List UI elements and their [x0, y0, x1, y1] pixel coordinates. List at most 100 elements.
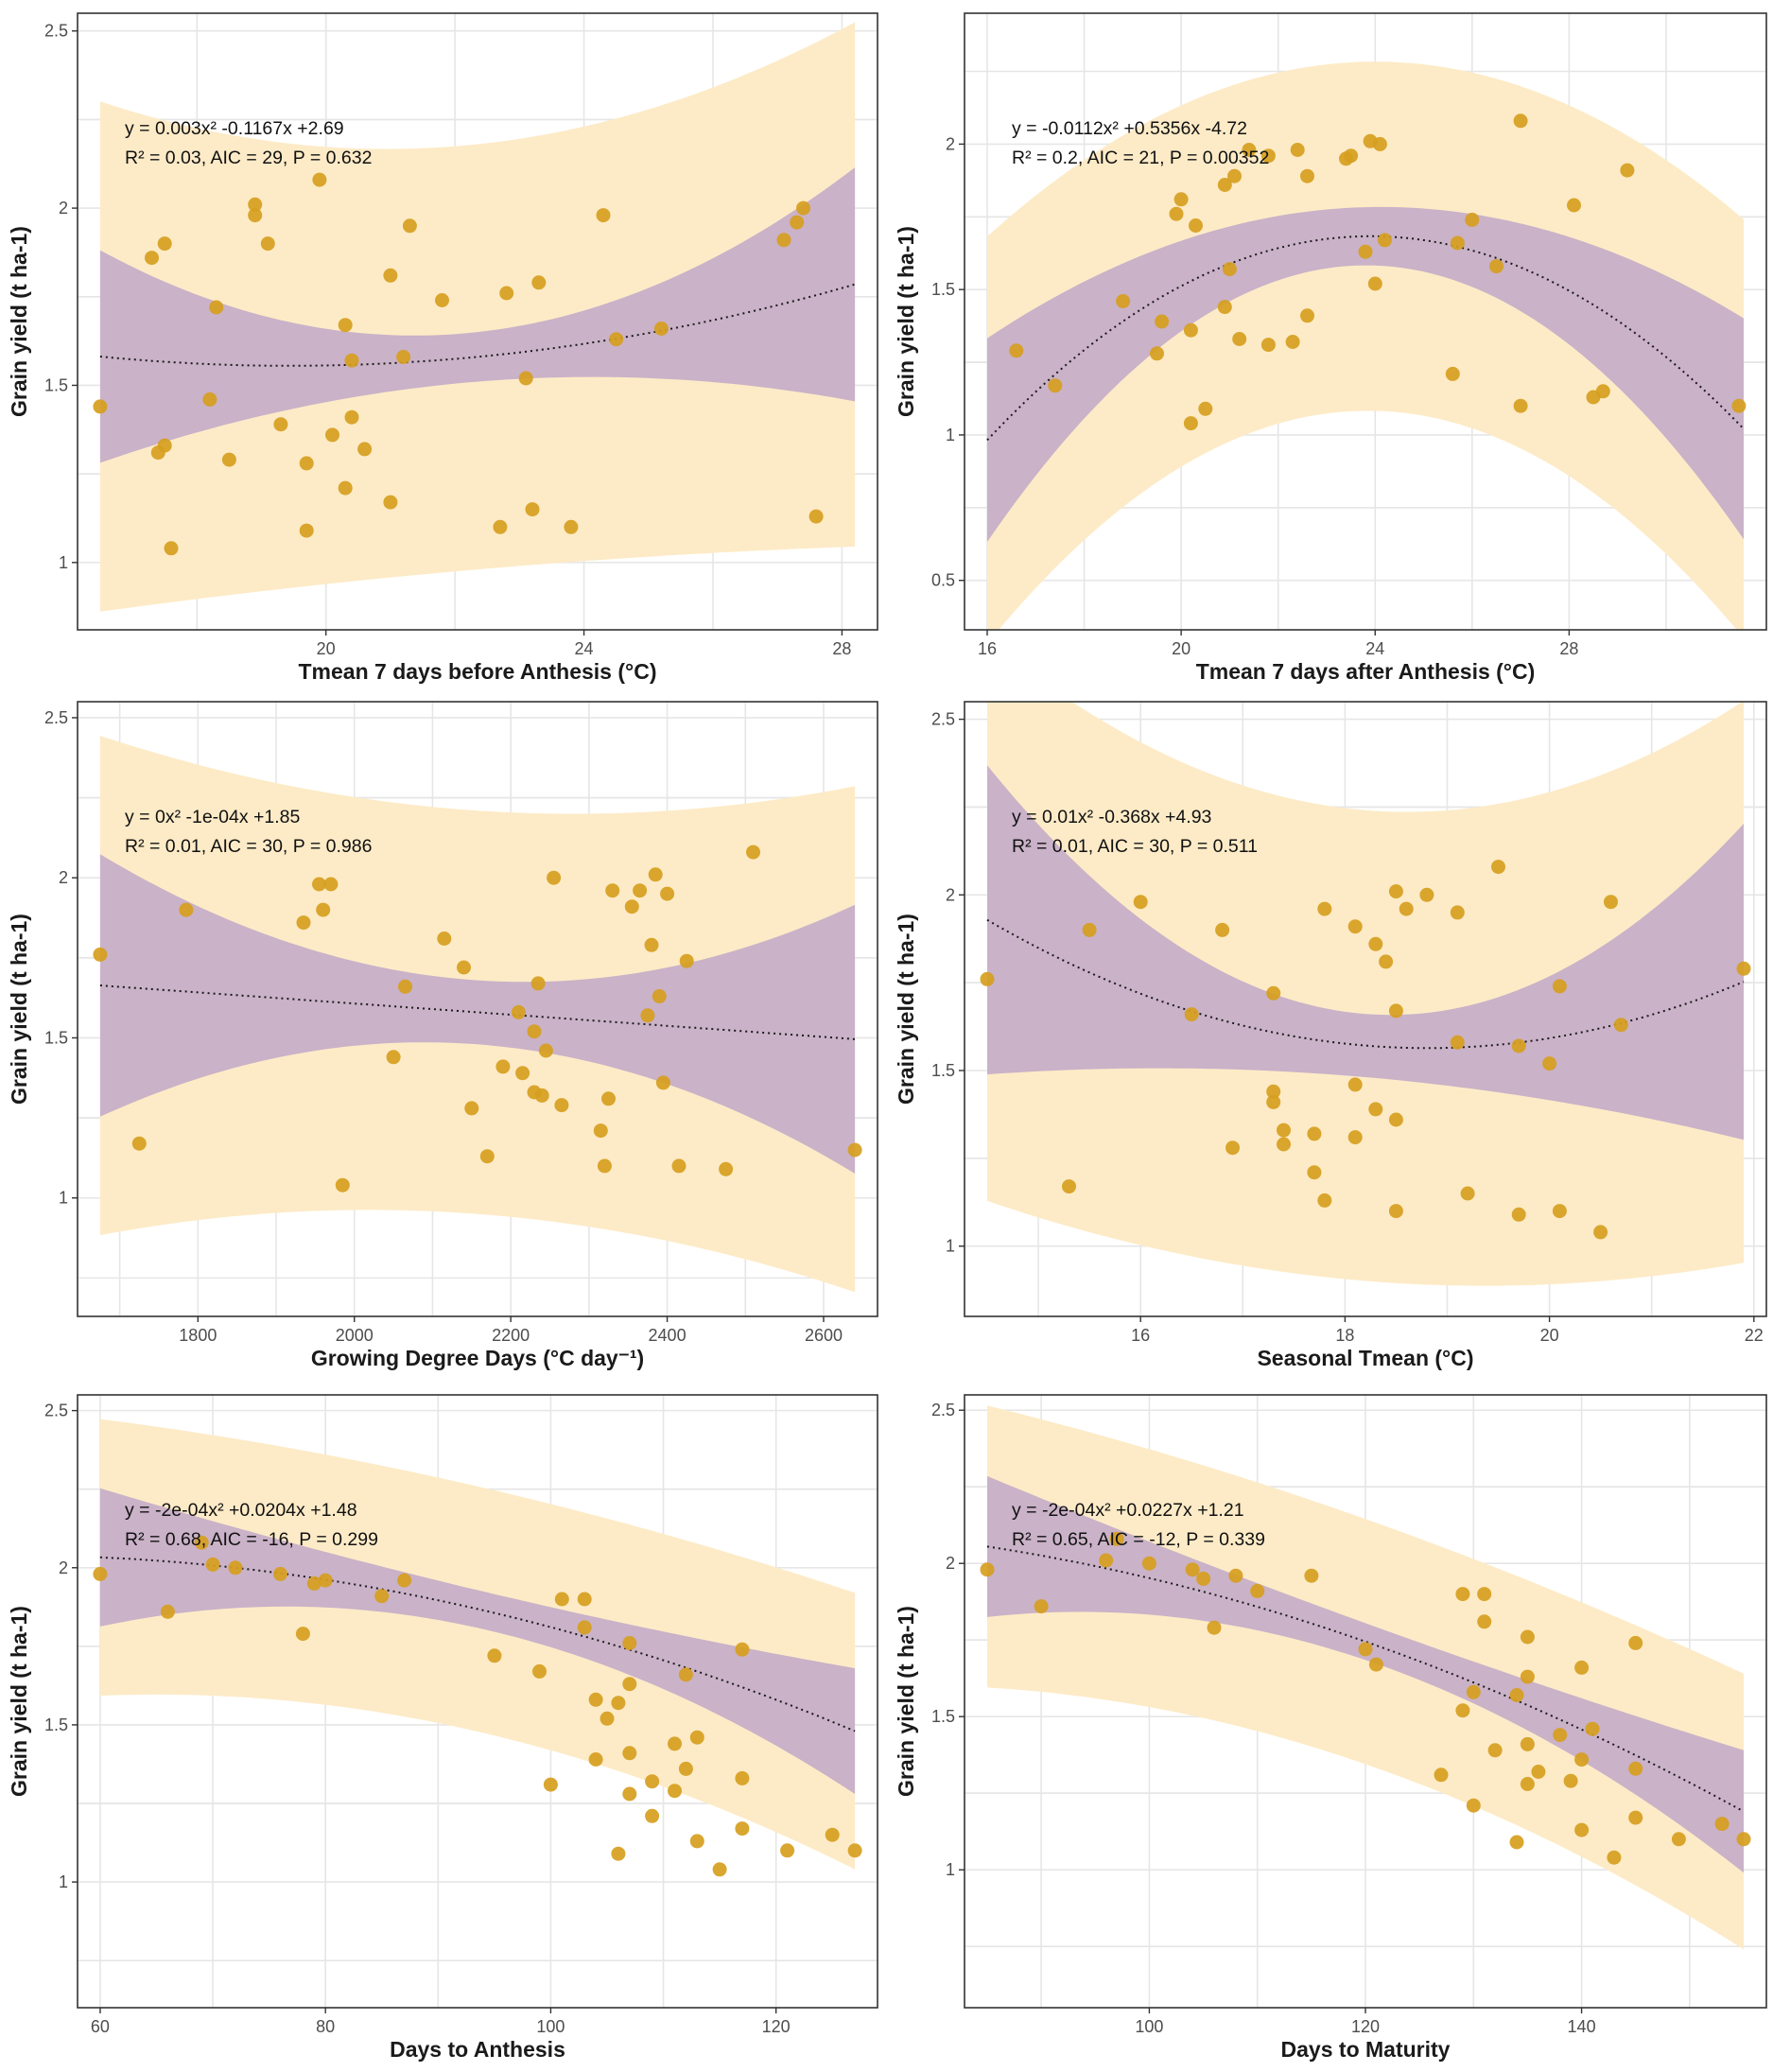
- data-point: [1513, 398, 1528, 413]
- x-tick-label: 140: [1568, 2017, 1596, 2036]
- data-point: [622, 1636, 637, 1650]
- band-group: [99, 22, 856, 612]
- data-point: [1563, 1773, 1578, 1788]
- y-tick-label: 2: [946, 134, 955, 153]
- data-point: [325, 427, 339, 443]
- data-point: [640, 1008, 655, 1023]
- data-point: [273, 1566, 287, 1581]
- data-point: [396, 350, 411, 364]
- data-point: [1585, 1721, 1600, 1736]
- y-tick-label: 1: [59, 1872, 68, 1891]
- y-tick-label: 2: [946, 1554, 955, 1573]
- x-tick-label: 2400: [649, 1326, 687, 1345]
- data-point: [1520, 1629, 1535, 1645]
- data-point: [1317, 1193, 1332, 1208]
- data-point: [1552, 979, 1567, 994]
- panel-growing-degree-days: y = 0x² -1e-04x +1.85 R² = 0.01, AIC = 30…: [7, 701, 878, 1370]
- points: [93, 844, 862, 1193]
- data-point: [1567, 198, 1581, 213]
- y-tick-label: 1.5: [44, 375, 68, 394]
- data-point: [622, 1786, 637, 1802]
- data-point: [338, 480, 353, 496]
- x-axis-title: Growing Degree Days (°C day⁻¹): [311, 1346, 644, 1370]
- data-point: [386, 1050, 401, 1065]
- data-point: [1450, 905, 1465, 920]
- data-point: [1227, 168, 1242, 183]
- y-tick-label: 0.5: [931, 571, 955, 590]
- x-axis-title: Days to Maturity: [1281, 2037, 1451, 2062]
- points: [980, 1531, 1751, 1865]
- data-point: [671, 1158, 687, 1174]
- data-point: [1542, 1056, 1557, 1071]
- data-point: [1450, 235, 1465, 251]
- data-point: [530, 976, 546, 991]
- data-point: [179, 902, 194, 917]
- data-point: [1613, 1018, 1628, 1033]
- x-tick-label: 100: [536, 2017, 565, 2036]
- data-point: [323, 877, 339, 892]
- data-point: [808, 509, 824, 524]
- data-point: [1183, 322, 1198, 338]
- data-point: [518, 371, 533, 386]
- data-point: [605, 883, 620, 898]
- panel-days-to-anthesis: y = -2e-04x² +0.0204x +1.48 R² = 0.68, AI…: [7, 1394, 878, 2062]
- data-point: [1198, 401, 1213, 416]
- data-point: [1388, 884, 1403, 899]
- data-point: [273, 417, 288, 432]
- data-point: [1242, 143, 1257, 157]
- data-point: [645, 1808, 660, 1823]
- data-point: [1378, 233, 1392, 248]
- data-point: [357, 442, 373, 457]
- data-point: [1574, 1822, 1590, 1837]
- data-point: [1368, 936, 1383, 951]
- data-point: [1466, 1684, 1481, 1699]
- y-axis-title: Grain yield (t ha-1): [7, 226, 31, 417]
- data-point: [487, 1648, 502, 1663]
- prediction-band: [99, 1419, 856, 1870]
- plot-frame: [964, 701, 1767, 1317]
- data-point: [825, 1827, 840, 1842]
- equation-label: y = -2e-04x² +0.0227x +1.21: [1012, 1500, 1244, 1521]
- panel-days-to-maturity: y = -2e-04x² +0.0227x +1.21 R² = 0.65, AI…: [894, 1394, 1767, 2062]
- plot-frame: [77, 701, 878, 1317]
- data-point: [511, 1004, 526, 1019]
- data-point: [1217, 178, 1232, 192]
- data-point: [1465, 212, 1480, 227]
- data-point: [1367, 276, 1382, 291]
- data-point: [543, 1777, 558, 1792]
- data-point: [1099, 1553, 1114, 1568]
- data-point: [538, 1043, 553, 1058]
- data-point: [597, 1158, 612, 1174]
- data-point: [221, 452, 236, 467]
- y-tick-label: 1.5: [44, 1715, 68, 1734]
- data-point: [1520, 1777, 1535, 1791]
- plot-frame: [77, 1394, 878, 2009]
- data-point: [435, 293, 449, 307]
- data-point: [1250, 1583, 1265, 1598]
- data-point: [644, 937, 659, 952]
- data-point: [577, 1620, 592, 1635]
- y-tick-label: 1: [59, 1189, 68, 1208]
- data-point: [164, 541, 179, 556]
- stats-label: R² = 0.03, AIC = 29, P = 0.632: [125, 148, 372, 168]
- data-point: [609, 332, 624, 347]
- data-point: [652, 989, 667, 1003]
- data-point: [1116, 294, 1131, 308]
- x-axis-title: Seasonal Tmean (°C): [1257, 1346, 1473, 1370]
- data-point: [1266, 985, 1281, 1001]
- data-point: [554, 1592, 569, 1607]
- data-point: [383, 268, 398, 283]
- data-point: [1388, 1112, 1403, 1127]
- y-tick-label: 2.5: [44, 1402, 68, 1420]
- data-point: [980, 971, 995, 986]
- data-point: [660, 886, 675, 901]
- y-axis-title: Grain yield (t ha-1): [7, 914, 31, 1105]
- y-tick-label: 1.5: [931, 1061, 955, 1080]
- data-point: [689, 1834, 704, 1849]
- x-tick-label: 120: [1351, 2017, 1380, 2036]
- x-axis-title: Days to Anthesis: [390, 2037, 565, 2062]
- data-point: [1593, 1225, 1608, 1240]
- data-point: [1048, 378, 1063, 393]
- data-point: [1347, 1077, 1363, 1092]
